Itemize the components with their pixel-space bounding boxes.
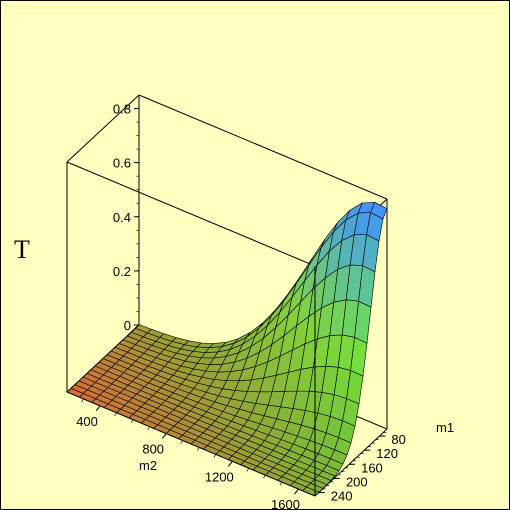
x-tick-label: 800 [142,442,164,457]
z-tick-label: 0.2 [113,264,131,279]
x-minor-tick [97,405,101,410]
x-minor-tick [279,481,283,486]
z-tick-label: 0.6 [113,156,131,171]
x-minor-tick [246,468,250,472]
z-axis-title: T [14,235,30,264]
y-tick-label: 120 [376,446,398,461]
x-minor-tick [81,398,84,403]
box-edge [66,391,316,497]
x-minor-tick [180,440,184,444]
box-edge [314,428,388,497]
x-minor-tick [230,461,233,465]
z-tick-label: 0 [124,318,131,333]
x-minor-tick [196,447,200,451]
x-minor-tick [130,419,134,423]
x-minor-tick [213,454,217,458]
z-tick-label: 0.8 [113,102,131,117]
y-tick-label: 200 [346,474,368,489]
x-tick-label: 400 [76,414,98,429]
surface-mesh [66,201,388,497]
box-edge [66,94,140,163]
axes: 0 0.2 0.4 0.6 0.8 400 800 1200 1600 8012016020024… [76,102,406,510]
x-minor-tick [263,475,266,479]
box-edge [66,161,316,267]
x-tick-label: 1200 [205,469,234,484]
x-minor-tick [296,488,299,493]
surface-patch [370,201,388,220]
y-axis-title: m1 [436,420,454,435]
x-axis-title: m2 [139,458,157,473]
y-tick-label: 80 [391,432,405,447]
x-minor-tick [147,426,150,430]
box-edge [66,324,140,393]
z-tick-label: 0.4 [113,210,131,225]
box-edge [138,94,388,200]
y-tick-label: 240 [331,488,353,503]
x-tick-label: 1600 [271,497,300,510]
y-tick-label: 160 [361,460,383,475]
x-minor-tick [114,412,117,416]
bounding-box-front [66,162,388,497]
x-minor-tick [163,433,167,437]
